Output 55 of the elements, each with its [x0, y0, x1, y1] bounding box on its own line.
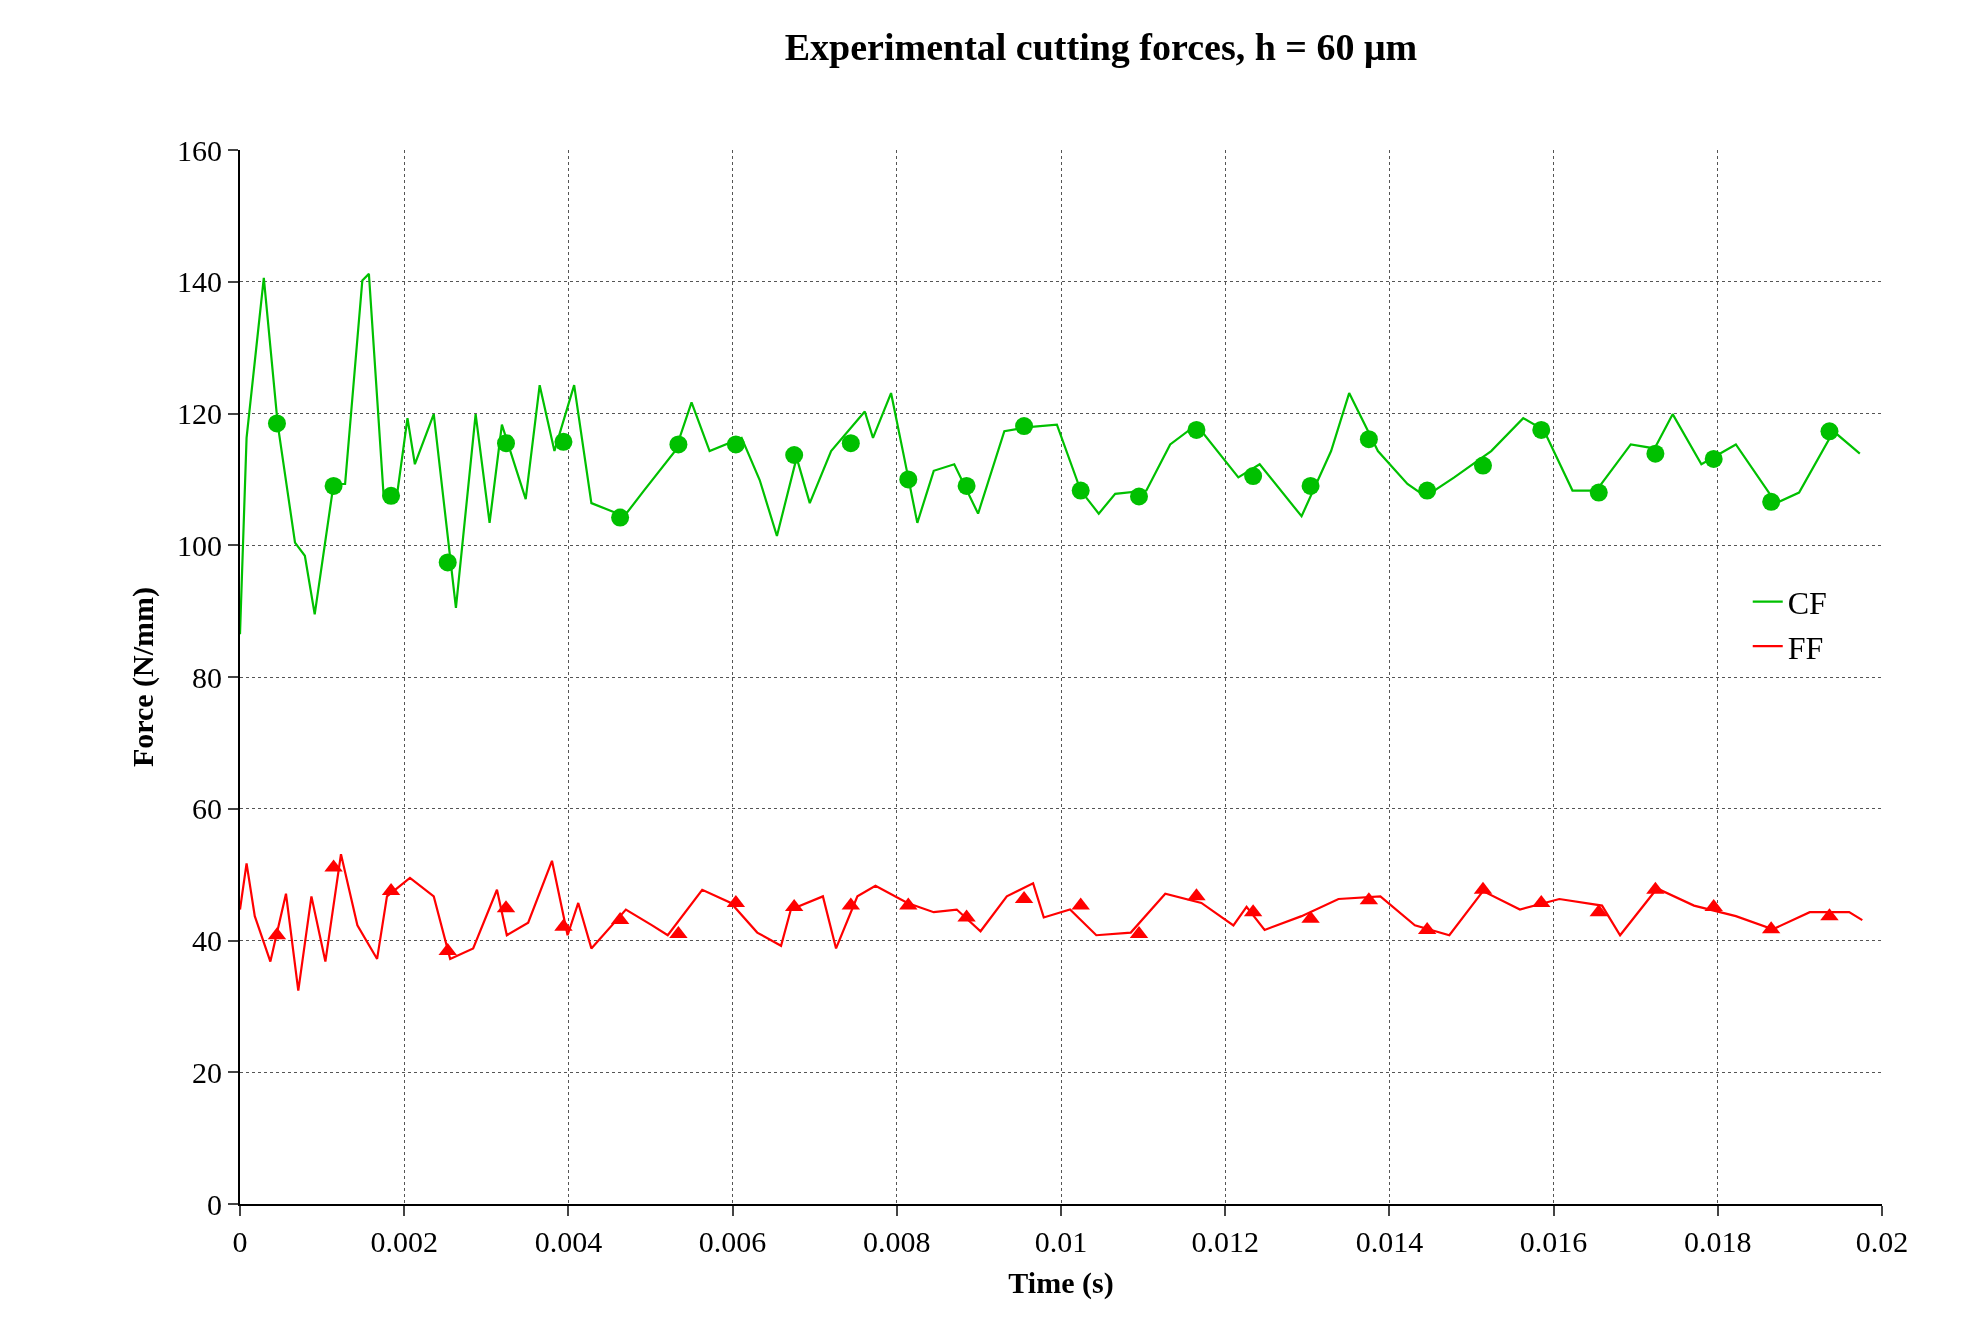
x-tick-label: 0.01 [1034, 1225, 1088, 1258]
point [438, 553, 457, 572]
point [1130, 487, 1148, 506]
x-tick-label: 0 [232, 1225, 248, 1258]
y-tick-label: 20 [192, 1055, 222, 1089]
x-tick-label: 0.008 [863, 1225, 931, 1258]
x-tick-label: 0.004 [534, 1225, 603, 1258]
y-tick-label: 120 [177, 397, 222, 430]
point [1646, 444, 1665, 463]
legend-label: CF [1787, 585, 1827, 622]
legend-label: FF [1787, 629, 1824, 666]
point [497, 434, 515, 453]
point [669, 435, 688, 454]
point [324, 476, 343, 495]
point [611, 508, 630, 527]
y-tick-label: 140 [177, 265, 222, 299]
point [1820, 422, 1839, 441]
point [554, 432, 573, 451]
point [1071, 481, 1090, 500]
point [1762, 492, 1781, 511]
point [1359, 430, 1378, 449]
y-tick-label: 60 [192, 792, 222, 826]
y-tick-label: 100 [177, 528, 222, 562]
point [1187, 420, 1206, 439]
y-tick-label: 80 [192, 660, 222, 694]
x-tick-label: 0.018 [1684, 1225, 1752, 1258]
x-tick-label: 0.002 [370, 1225, 438, 1258]
line-series [240, 272, 1861, 636]
point [1301, 476, 1320, 495]
line-series [240, 853, 1864, 992]
point [382, 486, 401, 505]
y-tick-label: 0 [207, 1187, 222, 1221]
y-tick-label: 160 [177, 133, 222, 167]
point [1015, 417, 1034, 436]
y-tick-label: 40 [192, 924, 222, 957]
x-tick-label: 0.014 [1355, 1225, 1424, 1258]
x-tick-label: 0.016 [1519, 1225, 1588, 1258]
point [1532, 420, 1551, 439]
point [1418, 481, 1437, 500]
point [1244, 467, 1263, 486]
point [899, 470, 918, 489]
point [1589, 483, 1608, 502]
point [1704, 449, 1723, 468]
x-tick-label: 0.012 [1191, 1225, 1259, 1258]
x-tick-label: 0.02 [1855, 1225, 1909, 1258]
y-axis-title: Force (N/mm) [125, 586, 160, 768]
point [267, 414, 286, 433]
chart-title: Experimental cutting forces, h = 60 μm [784, 25, 1418, 68]
point [841, 434, 860, 453]
point [957, 476, 976, 495]
point [1474, 456, 1492, 475]
x-tick-label: 0.006 [698, 1225, 767, 1258]
point [726, 435, 745, 454]
point [785, 446, 804, 464]
x-axis-title: Time (s) [1008, 1266, 1114, 1300]
